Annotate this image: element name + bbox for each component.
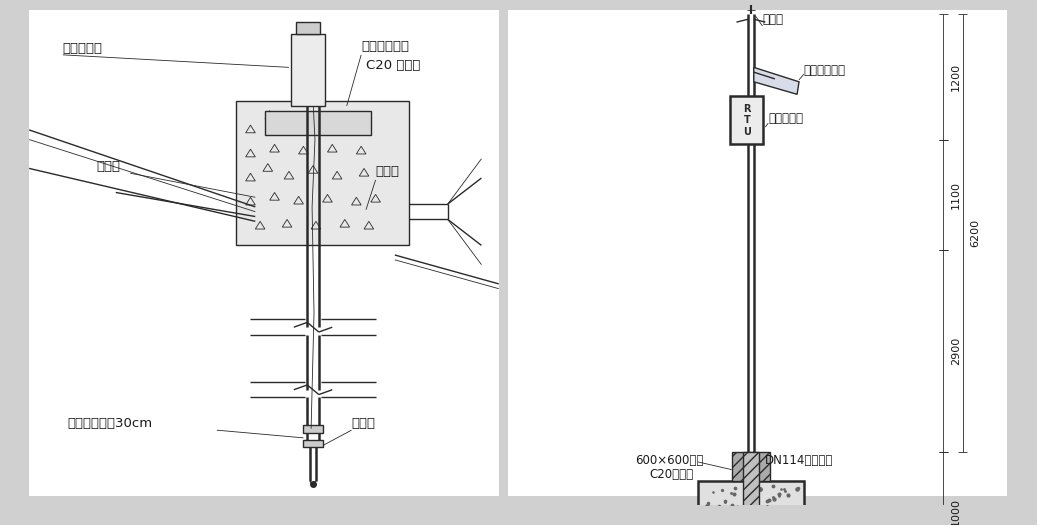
Text: 渗压计离管底30cm: 渗压计离管底30cm [67, 417, 152, 430]
Text: 堤面线: 堤面线 [96, 160, 120, 173]
Text: 1100: 1100 [951, 181, 961, 209]
Text: 1200: 1200 [951, 63, 961, 91]
Text: 2900: 2900 [951, 337, 961, 365]
Bar [730, 96, 763, 144]
Text: 遥测终端机: 遥测终端机 [768, 112, 804, 125]
Text: 避雷针: 避雷针 [762, 13, 783, 26]
Bar [296, 22, 319, 34]
Bar [236, 101, 410, 245]
Text: C20 混凝土: C20 混凝土 [366, 59, 420, 72]
Bar [732, 453, 770, 481]
Bar [698, 481, 804, 525]
Bar [29, 9, 499, 496]
Polygon shape [754, 67, 800, 94]
Text: 1000: 1000 [951, 498, 961, 525]
Text: DN114镀锌钢管: DN114镀锌钢管 [765, 454, 834, 467]
Text: 太阳能电池板: 太阳能电池板 [804, 64, 846, 77]
Bar [291, 34, 325, 106]
Text: 数据采集仪: 数据采集仪 [63, 42, 103, 55]
Text: 6200: 6200 [971, 219, 980, 247]
Text: 排水管: 排水管 [375, 165, 399, 178]
Bar [264, 111, 371, 135]
Text: C20混凝土: C20混凝土 [650, 468, 694, 481]
Bar [744, 453, 759, 525]
Bar [304, 425, 323, 433]
Text: 600×600方台: 600×600方台 [636, 454, 704, 467]
Text: 管口保护装置: 管口保护装置 [361, 40, 410, 53]
Text: 渗压计: 渗压计 [352, 417, 375, 430]
Bar [508, 9, 1007, 496]
Text: R
T
U: R T U [744, 104, 751, 137]
Bar [304, 440, 323, 447]
